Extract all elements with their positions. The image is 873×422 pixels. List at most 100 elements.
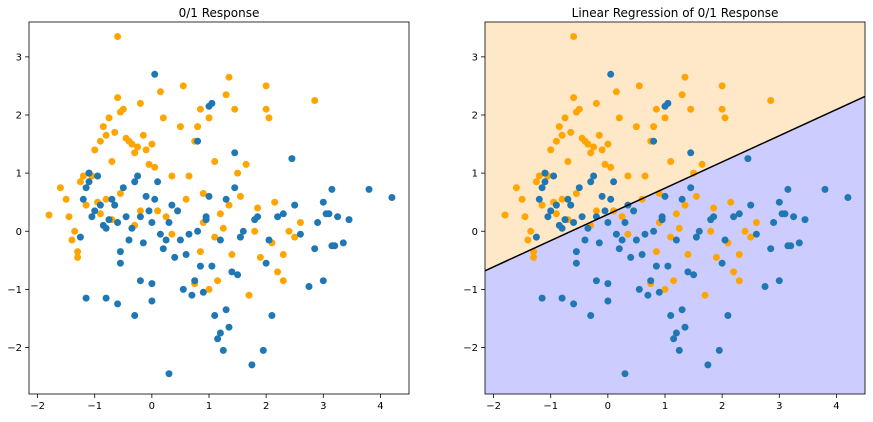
blue-point — [544, 213, 552, 221]
blue-point — [85, 169, 93, 177]
y-tick-label: 2 — [16, 111, 22, 122]
blue-point — [570, 300, 578, 308]
blue-point — [231, 184, 239, 192]
blue-point — [182, 251, 190, 258]
blue-point — [188, 291, 196, 299]
orange-point — [176, 123, 184, 131]
orange-point — [710, 204, 718, 212]
orange-point — [159, 114, 167, 122]
orange-point — [547, 146, 555, 154]
blue-point — [704, 361, 712, 369]
scatter-points-right — [501, 33, 852, 378]
blue-point — [635, 285, 643, 293]
orange-point — [512, 184, 520, 192]
blue-point — [621, 370, 629, 378]
x-tick-label: 4 — [833, 401, 839, 412]
orange-point — [145, 160, 153, 168]
orange-point — [727, 198, 735, 206]
blue-point — [296, 230, 304, 238]
orange-point — [624, 172, 632, 180]
blue-point — [171, 253, 179, 261]
orange-point — [584, 140, 592, 148]
orange-point — [532, 178, 540, 186]
blue-point — [102, 224, 110, 232]
blue-point — [214, 335, 222, 343]
blue-point — [125, 236, 133, 244]
orange-point — [607, 163, 615, 171]
axes-frame-left — [28, 21, 410, 395]
orange-point — [285, 227, 293, 235]
orange-point — [681, 201, 689, 209]
blue-point — [165, 219, 173, 226]
blue-point — [234, 271, 242, 279]
blue-point — [211, 312, 219, 319]
blue-point — [621, 219, 629, 226]
orange-point — [612, 88, 620, 96]
orange-point — [74, 253, 82, 261]
blue-point — [735, 210, 743, 218]
orange-point — [108, 158, 116, 165]
x-tick-label: 4 — [377, 401, 383, 412]
blue-point — [650, 227, 658, 235]
blue-point — [162, 236, 170, 244]
orange-point — [687, 105, 695, 113]
orange-point — [262, 82, 270, 90]
orange-point — [735, 277, 743, 285]
blue-point — [328, 185, 336, 193]
blue-point — [265, 236, 273, 244]
blue-point — [587, 312, 595, 319]
blue-point — [319, 198, 327, 206]
orange-point — [661, 114, 669, 122]
blue-point — [114, 300, 122, 308]
blue-point — [681, 323, 689, 331]
x-tick-label: −2 — [30, 401, 45, 412]
blue-point — [598, 192, 606, 200]
blue-point — [174, 207, 182, 215]
blue-point — [535, 195, 543, 203]
orange-point — [131, 149, 139, 157]
orange-point — [555, 123, 563, 131]
orange-point — [552, 137, 560, 145]
orange-point — [156, 88, 164, 96]
orange-point — [234, 169, 242, 177]
blue-point — [547, 207, 555, 215]
boundary-line — [484, 95, 866, 272]
blue-point — [615, 245, 623, 253]
x-tick-label: 1 — [206, 401, 212, 412]
orange-point — [701, 291, 709, 299]
orange-point — [652, 248, 660, 256]
y-tick-label: 1 — [16, 169, 22, 180]
orange-point — [168, 230, 176, 238]
x-tick-label: 0 — [149, 401, 155, 412]
orange-point — [592, 207, 600, 215]
orange-point — [535, 172, 543, 180]
orange-point — [251, 227, 259, 235]
blue-point — [136, 277, 144, 285]
orange-point — [242, 160, 250, 168]
blue-point — [134, 172, 142, 180]
orange-point — [102, 195, 110, 203]
blue-point — [202, 216, 210, 224]
orange-point — [148, 140, 156, 148]
blue-point — [108, 195, 116, 203]
blue-point — [185, 230, 193, 238]
blue-point — [592, 277, 600, 285]
orange-point — [552, 210, 560, 218]
blue-point — [718, 259, 726, 267]
orange-point — [741, 227, 749, 235]
scatter-panel-right: Linear Regression of 0/1 Response −2 −1 0 1… — [463, 6, 866, 412]
orange-point — [211, 158, 219, 165]
orange-point — [518, 195, 526, 203]
blue-point — [790, 213, 798, 221]
blue-point — [604, 297, 612, 305]
blue-point — [279, 210, 287, 218]
orange-point — [219, 224, 227, 232]
blue-point — [136, 213, 144, 221]
blue-point — [199, 288, 207, 296]
orange-point — [196, 248, 204, 256]
x-tick-label: 2 — [719, 401, 725, 412]
blue-point — [91, 207, 99, 215]
orange-point — [752, 219, 760, 226]
orange-point — [214, 277, 222, 285]
orange-point — [592, 99, 600, 107]
